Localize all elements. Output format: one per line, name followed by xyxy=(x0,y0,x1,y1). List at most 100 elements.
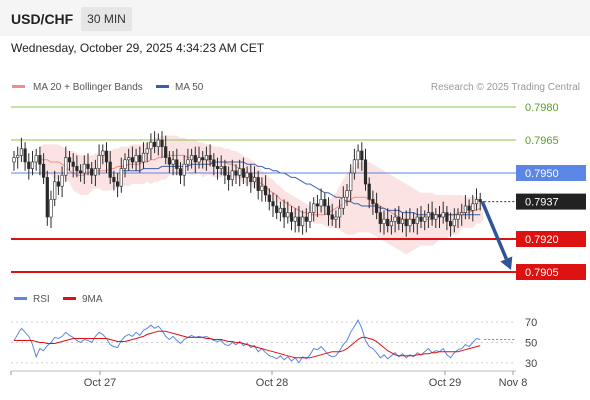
candle xyxy=(41,153,46,184)
candle xyxy=(289,206,294,231)
candle xyxy=(271,192,275,217)
candle xyxy=(104,142,109,173)
candle xyxy=(263,175,268,202)
candle xyxy=(267,188,271,211)
rsi-legend-label: RSI xyxy=(33,294,50,305)
candle xyxy=(323,192,327,215)
candle xyxy=(445,206,449,231)
candle xyxy=(330,203,334,226)
candle xyxy=(201,151,205,169)
rsi-ma-legend-label: 9MA xyxy=(82,294,103,305)
rsi-ma-line xyxy=(14,330,481,359)
candle xyxy=(256,170,260,200)
time-label-3: Nov 8 xyxy=(499,377,528,389)
rsi-legend-swatch xyxy=(14,297,27,300)
candle xyxy=(149,133,153,160)
candle xyxy=(215,157,220,180)
candle xyxy=(193,146,197,173)
candle xyxy=(411,212,416,233)
candle xyxy=(197,146,201,169)
candle xyxy=(82,155,86,184)
level-label-2: 0.7950 xyxy=(525,168,559,180)
candle xyxy=(190,148,194,169)
candle xyxy=(71,153,75,178)
candle xyxy=(167,151,172,173)
candle xyxy=(16,146,20,169)
top-bar: USD/CHF 30 MIN xyxy=(0,0,590,36)
candle xyxy=(119,157,123,193)
candle xyxy=(397,206,401,231)
candle xyxy=(79,164,83,182)
candle xyxy=(463,195,468,220)
candle xyxy=(430,201,434,226)
level-badge-4 xyxy=(516,264,586,280)
candle xyxy=(426,203,431,228)
candle xyxy=(130,146,135,169)
candle xyxy=(178,162,183,184)
candle xyxy=(326,197,331,226)
ma20-legend-swatch xyxy=(12,85,25,88)
candle xyxy=(349,164,353,202)
rsi-tick-50: 50 xyxy=(525,338,537,350)
rsi-tick-70: 70 xyxy=(525,317,537,329)
candle xyxy=(371,190,375,215)
candle xyxy=(378,206,382,233)
candle xyxy=(208,144,212,167)
candle xyxy=(382,210,386,235)
forecast-arrow-shaft xyxy=(480,200,508,260)
candle xyxy=(64,146,68,182)
candle xyxy=(337,199,342,228)
candle xyxy=(19,137,24,162)
level-label-4: 0.7905 xyxy=(525,267,559,279)
rsi-ma-legend-swatch xyxy=(63,297,76,300)
time-label-2: Oct 29 xyxy=(429,377,461,389)
candle xyxy=(400,212,405,233)
candle xyxy=(127,148,131,171)
candle xyxy=(12,151,16,171)
candle xyxy=(367,177,371,209)
timeframe-badge[interactable]: 30 MIN xyxy=(81,7,132,31)
candle xyxy=(204,146,209,171)
candle xyxy=(252,166,257,189)
level-label-0: 0.7980 xyxy=(525,102,559,114)
candle xyxy=(93,159,97,187)
candle xyxy=(308,201,312,228)
level-label-3: 0.7920 xyxy=(525,234,559,246)
candle xyxy=(238,159,242,187)
candle xyxy=(123,153,127,178)
candle xyxy=(297,206,301,233)
candle xyxy=(415,208,419,235)
credit-text: Research © 2025 Trading Central xyxy=(431,82,580,93)
ma50-legend-label: MA 50 xyxy=(175,82,204,93)
candle xyxy=(467,199,471,220)
candle xyxy=(45,170,49,226)
currency-pair: USD/CHF xyxy=(11,11,74,27)
candle xyxy=(175,148,179,176)
candle xyxy=(286,201,290,224)
time-label-0: Oct 27 xyxy=(84,377,116,389)
candle xyxy=(97,144,101,176)
candle xyxy=(53,170,57,206)
candle xyxy=(241,157,246,184)
candle xyxy=(90,162,94,184)
candle xyxy=(249,164,253,193)
candle xyxy=(460,203,464,226)
rsi-line xyxy=(13,319,481,364)
candle xyxy=(164,135,168,165)
candle xyxy=(334,210,338,228)
forecast-layer xyxy=(480,200,516,270)
candle xyxy=(138,146,142,173)
candle xyxy=(56,175,60,195)
candle xyxy=(437,206,442,228)
candle xyxy=(452,208,456,233)
candle xyxy=(86,153,90,176)
candle xyxy=(171,151,175,176)
candle xyxy=(441,201,445,224)
candle xyxy=(27,153,31,180)
candle xyxy=(282,199,286,228)
candle xyxy=(312,197,316,222)
candle xyxy=(60,166,64,198)
rsi-panel: 70 50 30 xyxy=(11,317,537,370)
